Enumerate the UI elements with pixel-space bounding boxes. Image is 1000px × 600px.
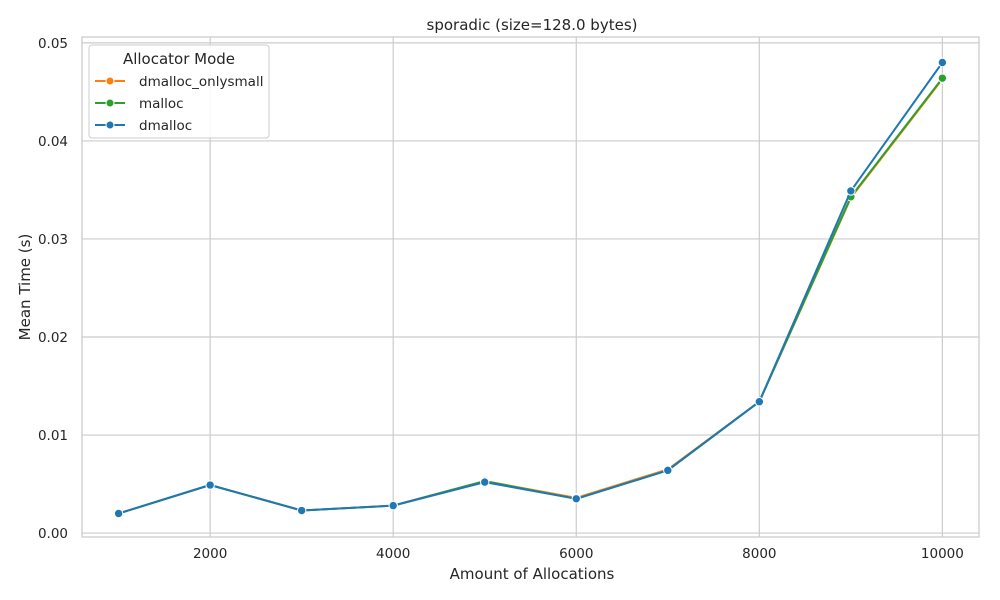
legend-box (88, 44, 270, 139)
data-point (571, 494, 581, 504)
y-axis-label: Mean Time (s) (16, 234, 34, 341)
y-axis-ticks: 0.00 0.01 0.02 0.03 0.04 0.05 (38, 36, 68, 542)
x-tick-label: 6000 (559, 546, 593, 562)
legend-marker (105, 120, 115, 130)
data-point (296, 505, 307, 516)
legend-marker (105, 98, 115, 108)
data-point (937, 57, 948, 68)
x-tick-label: 4000 (376, 546, 410, 562)
data-point (205, 480, 215, 490)
y-tick-label: 0.01 (38, 428, 68, 444)
data-point (388, 500, 398, 511)
x-tick-label: 10000 (921, 546, 964, 562)
y-tick-label: 0.02 (38, 330, 68, 346)
y-tick-label: 0.04 (38, 134, 68, 150)
legend-title: Allocator Mode (123, 50, 235, 68)
series-line (118, 77, 944, 515)
x-axis-label: Amount of Allocations (450, 565, 615, 583)
series-line (118, 78, 944, 515)
data-point (937, 73, 948, 83)
data-point (480, 477, 490, 487)
data-point (754, 397, 765, 407)
legend-marker (105, 76, 115, 86)
data-point (113, 508, 124, 519)
legend: Allocator Mode dmalloc_onlysmallmallocdm… (88, 44, 270, 139)
legend-item: malloc (95, 96, 184, 112)
chart-title: sporadic (size=128.0 bytes) (427, 16, 638, 34)
y-tick-label: 0.03 (38, 232, 68, 248)
x-axis-ticks: 2000 4000 6000 8000 10000 (193, 546, 964, 562)
x-tick-label: 2000 (193, 546, 227, 562)
data-point (663, 465, 673, 476)
legend-label: malloc (139, 96, 184, 112)
series-line (118, 61, 944, 515)
plot-frame (81, 36, 980, 538)
legend-label: dmalloc (139, 118, 192, 134)
series-dmalloc (113, 57, 948, 519)
legend-item: dmalloc_onlysmall (95, 74, 263, 90)
y-tick-label: 0.05 (38, 36, 68, 52)
series-group (113, 57, 948, 519)
data-point (846, 186, 856, 196)
legend-item: dmalloc (95, 118, 192, 134)
x-tick-label: 8000 (742, 546, 776, 562)
y-tick-label: 0.00 (38, 526, 68, 542)
legend-label: dmalloc_onlysmall (139, 74, 263, 90)
